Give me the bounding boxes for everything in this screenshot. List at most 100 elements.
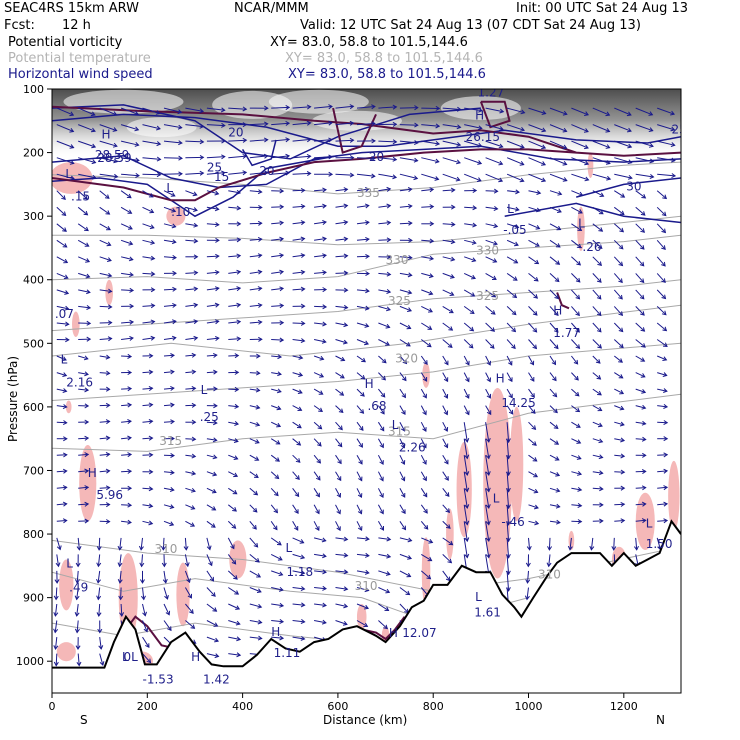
wind-vector-shaft xyxy=(78,157,96,164)
wind-vector-shaft xyxy=(571,471,582,475)
wind-vector-head xyxy=(264,105,269,111)
wind-vector-shaft xyxy=(378,140,397,143)
wind-vector-shaft xyxy=(571,206,583,214)
wind-vector-head xyxy=(191,470,197,476)
pv-extremum-label: L xyxy=(66,557,73,571)
wind-vector xyxy=(549,107,568,116)
wind-vector-shaft xyxy=(335,521,341,531)
wind-vector xyxy=(420,504,428,514)
wind-vector xyxy=(635,355,646,362)
wind-vector-head xyxy=(85,273,91,279)
wind-vector-head xyxy=(386,220,392,226)
wind-vector-shaft xyxy=(120,587,122,600)
wind-vector-shaft xyxy=(249,388,260,391)
wind-vector-head xyxy=(422,377,428,382)
wind-vector-shaft xyxy=(314,305,327,308)
wind-vector-head xyxy=(285,137,291,143)
wind-vector-shaft xyxy=(206,190,219,195)
wind-vector xyxy=(356,438,363,448)
wind-vector-shaft xyxy=(163,337,176,340)
wind-vector xyxy=(249,554,260,563)
wind-vector xyxy=(442,388,449,399)
wind-vector xyxy=(121,319,135,325)
wind-vector-shaft xyxy=(549,140,567,149)
wind-vector xyxy=(314,187,327,193)
pv-extremum-label: 14.25 xyxy=(501,396,535,410)
wind-vector-head xyxy=(400,426,406,432)
wind-vector xyxy=(185,335,199,341)
wind-vector xyxy=(335,253,349,259)
wind-vector xyxy=(635,157,655,164)
wind-vector-head xyxy=(84,452,90,458)
wind-vector-shaft xyxy=(420,355,428,365)
wind-vector-shaft xyxy=(335,388,344,396)
wind-vector xyxy=(206,636,220,643)
wind-vector xyxy=(313,388,324,395)
wind-vector xyxy=(292,537,305,544)
wind-vector-head xyxy=(606,175,612,181)
wind-vector-shaft xyxy=(442,272,455,278)
wind-vector xyxy=(292,171,312,177)
wind-vector-head xyxy=(300,586,306,592)
wind-vector-shaft xyxy=(56,272,68,279)
wind-vector xyxy=(528,239,540,247)
wind-vector-shaft xyxy=(314,587,327,590)
wind-vector-shaft xyxy=(314,254,327,258)
wind-speed-contour xyxy=(52,113,681,147)
wind-vector xyxy=(185,190,198,197)
wind-vector-head xyxy=(212,352,218,358)
wind-vector xyxy=(206,587,216,597)
wind-vector-head xyxy=(407,255,413,261)
wind-vector-shaft xyxy=(399,272,412,276)
wind-vector-head xyxy=(627,159,633,165)
wind-vector-head xyxy=(300,253,306,258)
wind-vector-shaft xyxy=(142,321,155,324)
wind-vector-head xyxy=(276,540,282,546)
wind-vector-shaft xyxy=(142,190,154,198)
wind-vector-shaft xyxy=(76,620,79,633)
wind-vector xyxy=(356,405,365,414)
y-tick-label: 500 xyxy=(23,337,44,350)
wind-vector xyxy=(185,402,197,408)
wind-vector-head xyxy=(256,353,261,359)
x-tick-label: 200 xyxy=(137,700,158,713)
wind-vector-shaft xyxy=(571,124,589,133)
wind-vector xyxy=(271,236,285,242)
wind-vector-shaft xyxy=(77,537,80,550)
wind-vector-shaft xyxy=(657,520,668,522)
wind-vector-head xyxy=(193,222,199,228)
wind-vector-head xyxy=(541,144,547,150)
wind-vector-head xyxy=(477,160,483,165)
wind-vector-shaft xyxy=(292,553,305,559)
wind-vector-shaft xyxy=(228,287,241,291)
wind-vector-shaft xyxy=(270,487,279,496)
wind-vector-head xyxy=(211,592,216,597)
wind-speed-label: 28.59 xyxy=(97,151,131,165)
wind-vector xyxy=(656,206,667,217)
wind-vector xyxy=(399,157,419,163)
wind-vector xyxy=(120,206,133,214)
wind-vector-head xyxy=(148,353,154,359)
wind-vector-shaft xyxy=(56,322,69,325)
wind-vector-head xyxy=(485,487,491,493)
wind-vector-shaft xyxy=(571,273,581,283)
wind-vector xyxy=(313,372,325,378)
wind-vector-head xyxy=(306,153,312,160)
wind-vector xyxy=(228,237,242,243)
wind-vector-shaft xyxy=(163,504,174,508)
wind-vector-shaft xyxy=(249,405,260,409)
wind-vector-shaft xyxy=(206,653,219,657)
wind-vector-shaft xyxy=(185,354,196,357)
wind-vector xyxy=(53,587,59,601)
pv-extremum-label: H xyxy=(365,377,374,391)
wind-vector-shaft xyxy=(78,107,95,116)
wind-vector xyxy=(313,438,322,447)
wind-vector-shaft xyxy=(77,239,89,247)
wind-vector-head xyxy=(53,612,59,617)
wind-vector-shaft xyxy=(335,405,344,413)
wind-vector-head xyxy=(127,419,132,424)
wind-vector xyxy=(163,487,175,492)
pv-extremum-label: 5.96 xyxy=(96,488,123,502)
wind-vector-shaft xyxy=(635,190,646,199)
